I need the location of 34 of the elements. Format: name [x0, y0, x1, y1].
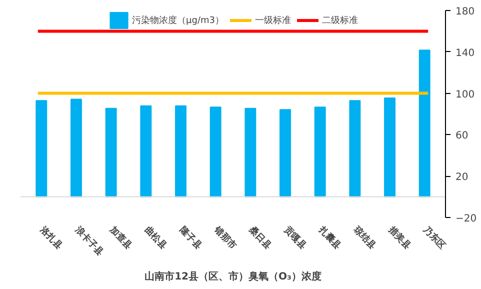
- x-tick-label: 曲松县: [142, 224, 170, 252]
- bar: [244, 108, 256, 198]
- y-tick-label: 60: [456, 130, 468, 142]
- bar: [36, 100, 48, 198]
- bar: [175, 105, 186, 198]
- x-tick-label: 琼结县: [350, 224, 378, 252]
- y-tick-label: 140: [456, 48, 475, 59]
- x-tick-label: 扎囊县: [316, 224, 344, 252]
- x-tick-label: 隆子县: [177, 224, 204, 252]
- x-tick-label: 措美县: [385, 224, 413, 252]
- x-tick-label: 洛扎县: [37, 224, 65, 252]
- x-tick-label: 加查县: [106, 224, 134, 252]
- x-tick-label: 错那市: [211, 224, 239, 252]
- bar: [384, 98, 396, 198]
- legend-label: 二级标准: [322, 14, 358, 26]
- bar: [70, 98, 82, 198]
- bar: [280, 109, 291, 198]
- bar: [140, 105, 152, 198]
- bar: [349, 100, 361, 198]
- legend-label: 一级标准: [254, 14, 291, 26]
- y-tick-label: 100: [456, 89, 475, 100]
- legend-label: 污染物浓度（μg/m3）: [132, 14, 224, 26]
- x-tick-label: 贡嘎县: [282, 224, 308, 252]
- text: 山南市12县（区、市）臭氧（O₃）浓度: [144, 270, 322, 282]
- bar: [105, 108, 117, 198]
- x-tick-label: 浪卡子县: [72, 224, 106, 258]
- bar: [314, 106, 326, 198]
- bar: [210, 106, 222, 198]
- x-tick-label: 乃东区: [420, 224, 448, 252]
- y-tick-label: 180: [456, 6, 475, 18]
- y-tick-label: 20: [456, 172, 468, 184]
- bar: [418, 50, 430, 198]
- x-tick-label: 桑日县: [246, 224, 274, 252]
- y-tick-label: −20: [456, 214, 477, 224]
